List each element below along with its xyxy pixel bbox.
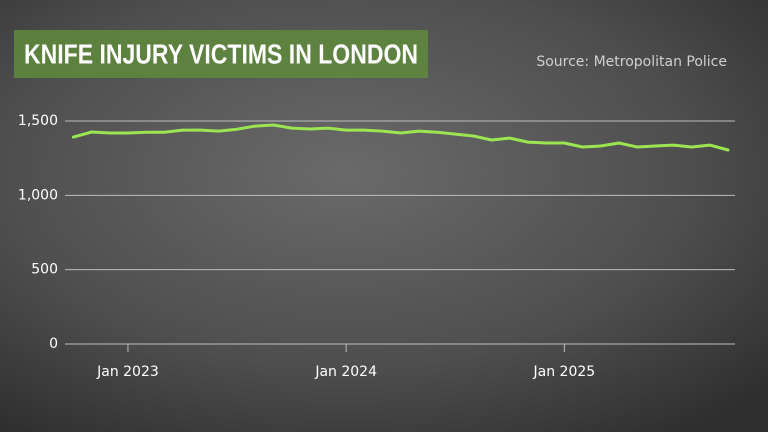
y-tick-label: 0 bbox=[49, 336, 58, 352]
y-tick-label: 1,500 bbox=[18, 113, 58, 129]
line bbox=[71, 123, 730, 152]
chart-title: KNIFE INJURY VICTIMS IN LONDON bbox=[24, 38, 418, 69]
y-tick-label: 1,000 bbox=[18, 187, 58, 203]
source: Source: Metropolitan Police bbox=[536, 54, 727, 70]
x-tick-label: Jan 2023 bbox=[96, 364, 159, 380]
x-tick-label: Jan 2024 bbox=[314, 364, 377, 380]
x-tick-label: Jan 2025 bbox=[533, 364, 596, 380]
title-box bbox=[14, 30, 428, 78]
y-tick-label: 500 bbox=[31, 262, 58, 278]
